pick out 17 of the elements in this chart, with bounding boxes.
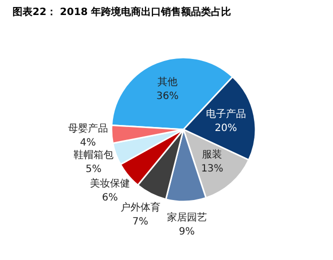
data-label: 5% (86, 164, 102, 175)
slice-label: 电子产品 (206, 108, 246, 120)
data-label: 9% (178, 226, 195, 238)
slice-label: 其他 (157, 76, 178, 88)
data-label: 7% (132, 216, 148, 228)
slice-label: 服装 (202, 148, 222, 160)
slice-label: 母婴产品 (68, 122, 108, 134)
data-label: 13% (201, 163, 224, 174)
data-label: 20% (214, 122, 238, 134)
slice-label: 户外体育 (120, 201, 160, 214)
slice-label: 美妆保健 (90, 177, 130, 190)
data-label: 36% (156, 90, 179, 102)
slice-label: 家居园艺 (166, 212, 207, 224)
slice-label: 鞋帽箱包 (74, 148, 114, 161)
chart-title: 图表22： 2018 年跨境电商出口销售额品类占比 (12, 6, 232, 18)
data-label: 6% (102, 192, 118, 204)
data-label: 4% (80, 137, 96, 148)
